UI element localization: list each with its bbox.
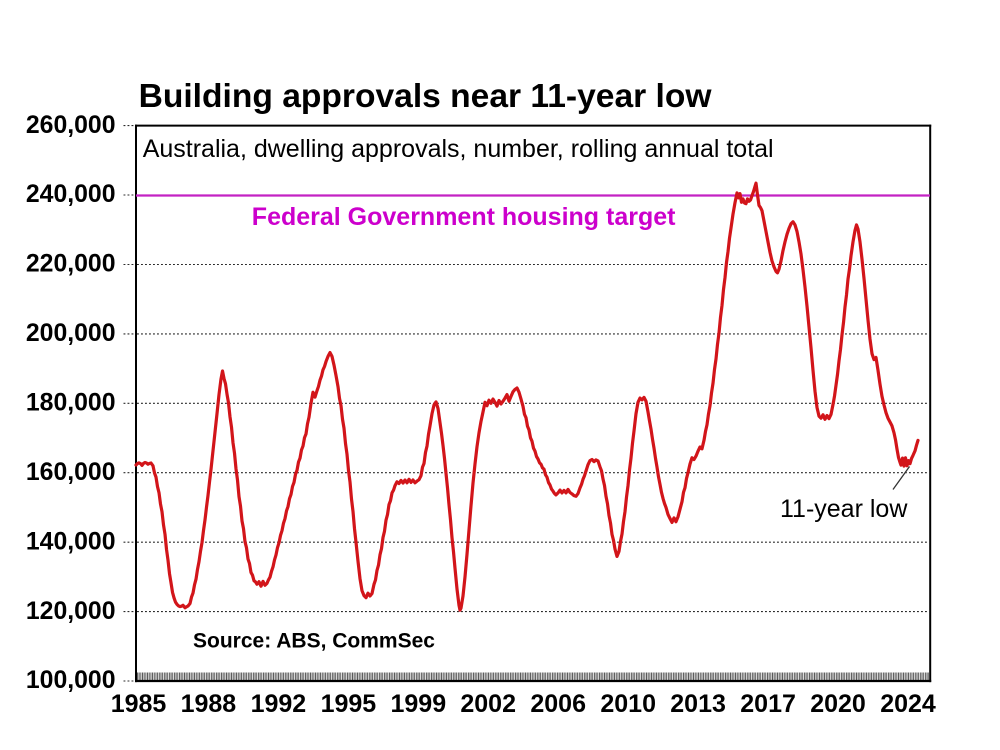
svg-text:100,000: 100,000 <box>26 667 116 694</box>
svg-text:Federal Government housing tar: Federal Government housing target <box>252 203 676 231</box>
svg-text:260,000: 260,000 <box>26 112 116 139</box>
svg-text:220,000: 220,000 <box>26 251 116 278</box>
svg-text:11-year low: 11-year low <box>780 495 908 523</box>
svg-text:180,000: 180,000 <box>26 390 116 417</box>
svg-text:1999: 1999 <box>390 690 446 718</box>
svg-text:2010: 2010 <box>600 690 656 718</box>
svg-text:1995: 1995 <box>321 690 377 718</box>
svg-text:2024: 2024 <box>880 690 936 718</box>
svg-text:2013: 2013 <box>670 690 726 718</box>
svg-text:1985: 1985 <box>111 690 167 718</box>
svg-text:200,000: 200,000 <box>26 320 116 347</box>
svg-text:Source: ABS, CommSec: Source: ABS, CommSec <box>193 630 435 653</box>
svg-text:2020: 2020 <box>810 690 866 718</box>
svg-text:2006: 2006 <box>530 690 586 718</box>
svg-text:2017: 2017 <box>740 690 796 718</box>
svg-text:1992: 1992 <box>251 690 307 718</box>
svg-text:1988: 1988 <box>181 690 237 718</box>
svg-text:160,000: 160,000 <box>26 459 116 486</box>
svg-text:Australia, dwelling approvals,: Australia, dwelling approvals, number, r… <box>143 135 774 163</box>
svg-text:240,000: 240,000 <box>26 181 116 208</box>
svg-text:2002: 2002 <box>460 690 516 718</box>
svg-text:Building approvals near 11-yea: Building approvals near 11-year low <box>139 78 713 115</box>
svg-text:120,000: 120,000 <box>26 598 116 625</box>
svg-text:140,000: 140,000 <box>26 528 116 555</box>
